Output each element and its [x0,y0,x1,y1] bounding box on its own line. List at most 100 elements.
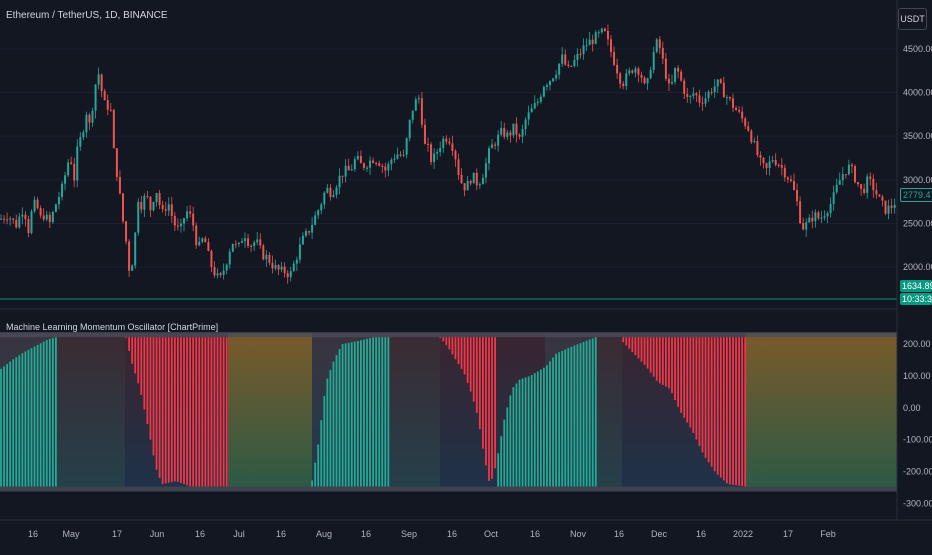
oscillator-bar [524,377,527,487]
currency-button[interactable]: USDT [898,8,927,30]
time-tick-label: 16 [530,529,540,539]
candle-body [274,265,277,269]
candle-body [750,130,753,143]
oscillator-bar [186,337,188,486]
candle-body [484,163,487,178]
oscillator-bar [457,337,460,365]
candle-body [134,232,137,266]
candle-body [305,231,307,236]
oscillator-bar [521,378,524,487]
oscillator-bar [332,361,335,487]
candle-body [198,241,201,246]
candle-body [506,132,509,137]
candle-body [512,123,515,136]
oscillator-bar [213,337,216,487]
candle-body [597,32,600,34]
candle-body [143,195,146,210]
candle-body [466,181,469,191]
time-tick-label: Oct [484,529,499,539]
candle-body [564,54,567,65]
candle-body [667,78,670,84]
oscillator-bar [225,337,228,487]
oscillator-bar [683,337,686,418]
oscillator-bar [588,339,591,487]
candle-body [640,74,643,78]
candle-body [756,141,759,156]
candle-body [353,159,356,170]
oscillator-bar [18,355,21,487]
oscillator-bar [158,337,161,478]
oscillator-bar [134,337,137,374]
time-tick-label: 16 [447,529,457,539]
oscillator-bar [494,337,496,469]
candle-body [585,45,588,47]
oscillator-bar [485,337,487,466]
oscillator-bar [143,337,146,410]
oscillator-bar [36,344,39,487]
oscillator-bar [478,337,481,430]
candle-body [716,79,719,87]
oscillator-bar [45,340,48,487]
time-axis[interactable]: 16 May 17 Jun 16 Jul 16 Aug 16 Sep 16 Oct 16 Nov 16 Dec… [0,519,932,539]
oscillator-bar [686,337,689,423]
candle-body [332,194,335,197]
oscillator-bar [451,337,454,355]
candle-body [893,204,896,208]
candle-body [167,204,170,211]
oscillator-bar [674,337,676,401]
oscillator-bar [677,337,679,407]
oscillator-bar [128,337,130,351]
candle-body [61,183,63,198]
time-tick-label: 16 [361,529,371,539]
price-tick-label: 2500.00 [903,218,932,228]
oscillator-bar [198,337,201,487]
candle-body [216,273,219,276]
oscillator-bar [204,337,207,487]
oscillator-bar [738,337,740,486]
oscillator-bar [338,349,341,487]
candle-body [890,205,893,208]
candle-body [122,193,124,222]
oscillator-bar [12,359,15,487]
oscillator-bar [353,341,356,487]
price-y-axis[interactable]: 2000.00 2500.00 3000.00 3500.00 4000.00 4500.… [903,44,932,272]
oscillator-bar [369,338,371,487]
oscillator-bar [625,337,628,346]
oscillator-y-axis[interactable]: 200.00 100.00 0.00 -100.00 -200.00 -300.00 [903,339,932,508]
oscillator-bar [192,337,195,487]
oscillator-bar [567,348,570,487]
candle-body [30,211,33,233]
candle-body [85,114,88,133]
candle-body [311,224,314,233]
candle-body [704,98,707,104]
oscillator-bar [39,343,42,487]
candle-body [664,58,667,79]
candle-body [582,45,585,55]
candle-body [405,138,408,155]
oscillator-bar [527,376,530,487]
candle-body [9,218,12,220]
oscillator-bar [30,348,33,487]
candle-body [497,134,500,146]
candle-body [393,158,396,160]
candle-body [256,239,259,243]
candle-body [375,162,378,164]
candle-body [106,100,109,110]
symbol-title[interactable]: Ethereum / TetherUS, 1D, BINANCE [6,10,168,21]
candle-body [372,160,375,163]
indicator-title[interactable]: Machine Learning Momentum Oscillator [Ch… [6,322,219,332]
candle-body [128,241,131,271]
candle-body [289,271,292,278]
candle-body [54,204,57,212]
candle-body [701,102,704,104]
candle-body [622,83,625,87]
candle-body [338,175,341,188]
candle-body [558,63,561,75]
candle-body [576,53,579,60]
candle-body [240,241,243,243]
oscillator-bar [350,342,353,487]
time-tick-label: 17 [783,529,793,539]
candle-body [183,218,185,224]
